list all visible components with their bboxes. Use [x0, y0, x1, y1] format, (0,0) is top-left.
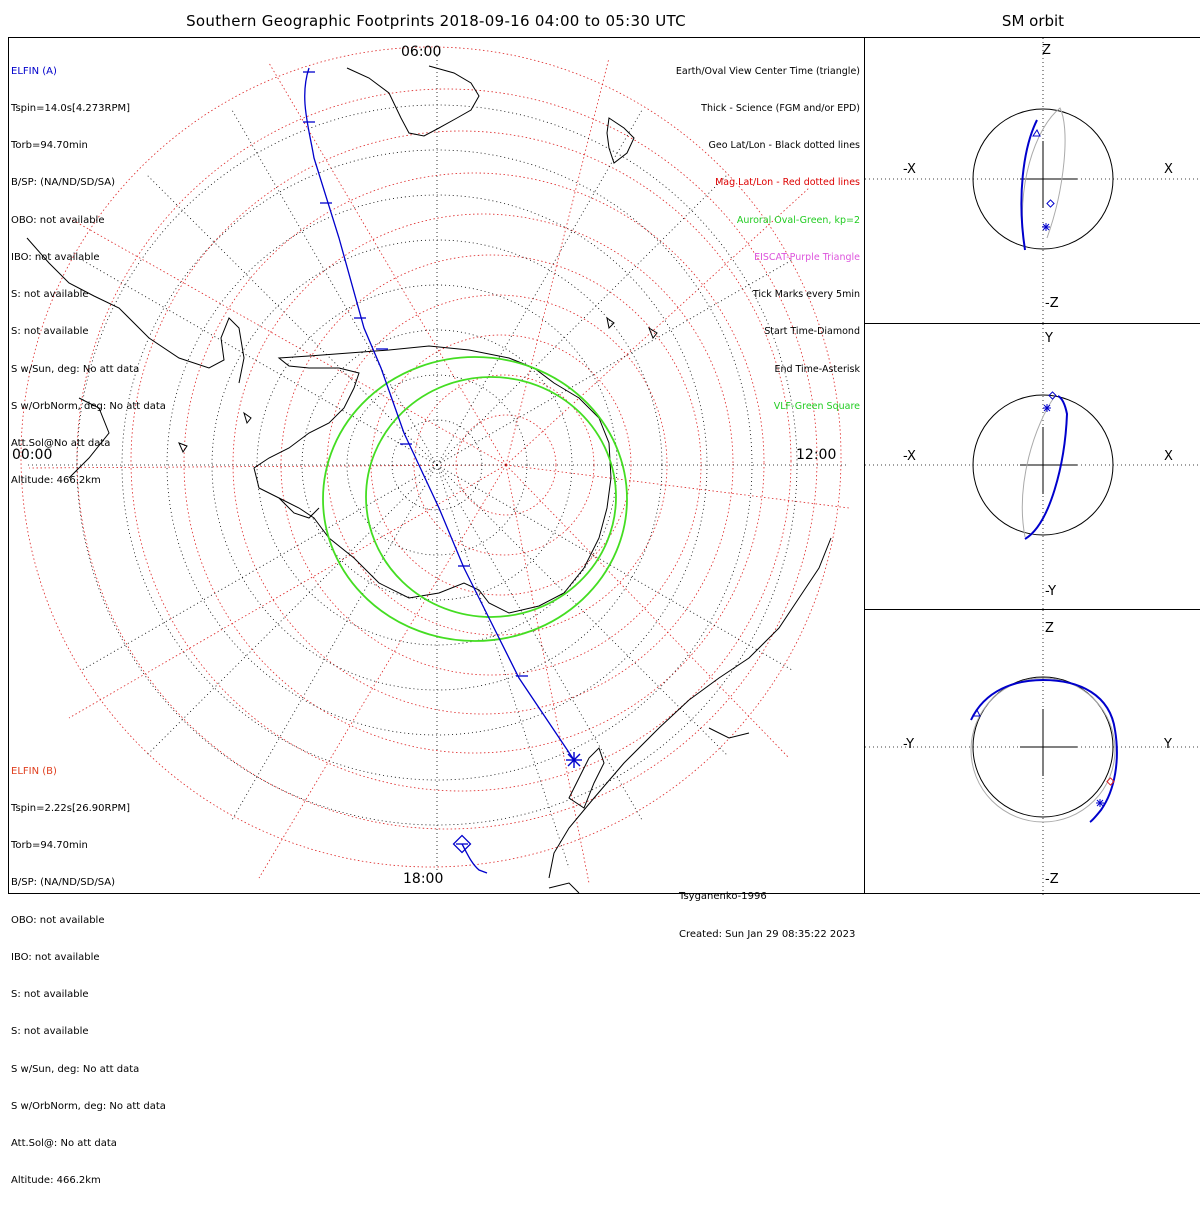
elfin-b-info: ELFIN (B) Tspin=2.22s[26.90RPM] Torb=94.…: [11, 741, 166, 1212]
elfin-a-track: [303, 67, 582, 768]
map-label-bottom: 18:00: [403, 871, 444, 887]
footprint-map: [20, 46, 850, 894]
elfin-a-sun: S w/Sun, deg: No att data: [11, 363, 140, 375]
elfin-b-tspin: Tspin=2.22s[26.90RPM]: [11, 803, 131, 815]
sm-yz-right-label: Y: [1164, 737, 1172, 752]
sm-yz-bottom-label: -Z: [1045, 872, 1059, 887]
end-asterisk: [566, 752, 582, 768]
elfin-b-orbnorm: S w/OrbNorm, deg: No att data: [11, 1100, 166, 1112]
legend-item: Mag Lat/Lon - Red dotted lines: [715, 177, 860, 189]
elfin-a-bsp: B/SP: (NA/ND/SD/SA): [11, 177, 115, 189]
auroral-oval: [322, 356, 628, 642]
elfin-a-obo: OBO: not available: [11, 214, 105, 226]
sm-yz-left-label: -Y: [903, 737, 915, 752]
elfin-b-ibo: IBO: not available: [11, 951, 100, 963]
elfin-b-name: ELFIN (B): [11, 765, 57, 777]
legend-item: End Time-Asterisk: [774, 363, 860, 375]
map-label-right: 12:00: [796, 447, 837, 463]
elfin-a-s2: S: not available: [11, 326, 89, 338]
legend-item: Start Time-Diamond: [764, 326, 860, 338]
elfin-b-s1: S: not available: [11, 989, 89, 1001]
elfin-a-s1: S: not available: [11, 289, 89, 301]
sm-xy-left-label: -X: [903, 449, 916, 464]
map-label-top: 06:00: [401, 44, 442, 60]
elfin-a-info: ELFIN (A) Tspin=14.0s[4.273RPM] Torb=94.…: [11, 41, 166, 512]
created-timestamp: Created: Sun Jan 29 08:35:22 2023: [679, 928, 856, 940]
legend-item: Earth/Oval View Center Time (triangle): [675, 65, 860, 77]
coastlines: [26, 65, 832, 894]
sm-xz-left-label: -X: [903, 162, 916, 177]
elfin-a-attsol: Att.Sol@No att data: [11, 438, 111, 449]
elfin-b-bsp: B/SP: (NA/ND/SD/SA): [11, 877, 115, 889]
map-legend: Earth/Oval View Center Time (triangle) T…: [676, 41, 860, 438]
elfin-b-s2: S: not available: [11, 1026, 89, 1038]
sm-orbit-xz-panel: Z -Z -X X: [864, 37, 1200, 325]
geo-latlon-grid: [27, 55, 847, 875]
legend-item: VLF-Green Square: [773, 400, 860, 412]
elfin-b-sun: S w/Sun, deg: No att data: [11, 1063, 140, 1075]
start-diamond: [452, 834, 472, 854]
sm-yz-top-label: Z: [1045, 621, 1054, 636]
elfin-a-altitude: Altitude: 466.2km: [11, 475, 101, 487]
legend-item: EISCAT-Purple Triangle: [754, 251, 860, 263]
sm-orbit-yz-plot: [865, 610, 1200, 895]
map-label-left: 00:00: [12, 447, 53, 463]
elfin-b-obo: OBO: not available: [11, 914, 105, 926]
legend-item: Tick Marks every 5min: [752, 289, 860, 301]
elfin-a-tspin: Tspin=14.0s[4.273RPM]: [11, 103, 131, 115]
legend-item: Geo Lat/Lon - Black dotted lines: [708, 140, 860, 152]
sm-xy-right-label: X: [1164, 449, 1173, 464]
sm-orbit-xy-panel: Y -Y -X X: [864, 323, 1200, 611]
elfin-b-altitude: Altitude: 466.2km: [11, 1175, 101, 1187]
elfin-b-attsol: Att.Sol@: No att data: [11, 1138, 117, 1149]
sm-xz-top-label: Z: [1042, 43, 1051, 58]
sm-xy-bottom-label: -Y: [1045, 584, 1057, 599]
plot-title: Southern Geographic Footprints 2018-09-1…: [186, 12, 686, 30]
sm-xy-top-label: Y: [1045, 331, 1053, 346]
elfin-a-name: ELFIN (A): [11, 65, 57, 77]
elfin-a-orbnorm: S w/OrbNorm, deg: No att data: [11, 400, 166, 412]
sm-xz-bottom-label: -Z: [1045, 296, 1059, 311]
elfin-a-torb: Torb=94.70min: [11, 140, 88, 152]
sm-orbit-xy-plot: [865, 324, 1200, 611]
sm-orbit-title: SM orbit: [1001, 12, 1065, 30]
legend-item: Thick - Science (FGM and/or EPD): [701, 103, 860, 115]
sm-orbit-xz-plot: [865, 38, 1200, 325]
elfin-a-ibo: IBO: not available: [11, 251, 100, 263]
footprint-map-panel: ELFIN (A) Tspin=14.0s[4.273RPM] Torb=94.…: [8, 37, 865, 1186]
sm-xz-right-label: X: [1164, 162, 1173, 177]
model-name: Tsyganenko-1996: [679, 891, 767, 902]
elfin-b-track: [452, 834, 488, 874]
credit-block: Tsyganenko-1996 Created: Sun Jan 29 08:3…: [679, 866, 855, 966]
elfin-b-torb: Torb=94.70min: [11, 840, 88, 852]
legend-item: Auroral Oval-Green, kp=2: [736, 214, 860, 226]
sm-orbit-yz-panel: Z -Z -Y Y: [864, 609, 1200, 895]
